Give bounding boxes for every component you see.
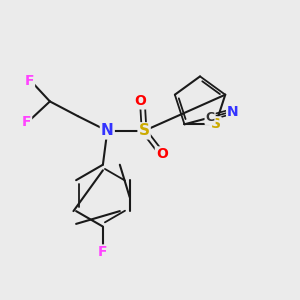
Text: N: N xyxy=(227,105,239,119)
Text: F: F xyxy=(22,115,31,129)
Text: N: N xyxy=(101,123,114,138)
Text: F: F xyxy=(98,245,108,260)
Text: F: F xyxy=(25,74,34,88)
Text: O: O xyxy=(156,147,168,161)
Text: C: C xyxy=(206,111,214,124)
Text: S: S xyxy=(139,123,150,138)
Text: O: O xyxy=(134,94,146,108)
Text: S: S xyxy=(211,117,220,131)
